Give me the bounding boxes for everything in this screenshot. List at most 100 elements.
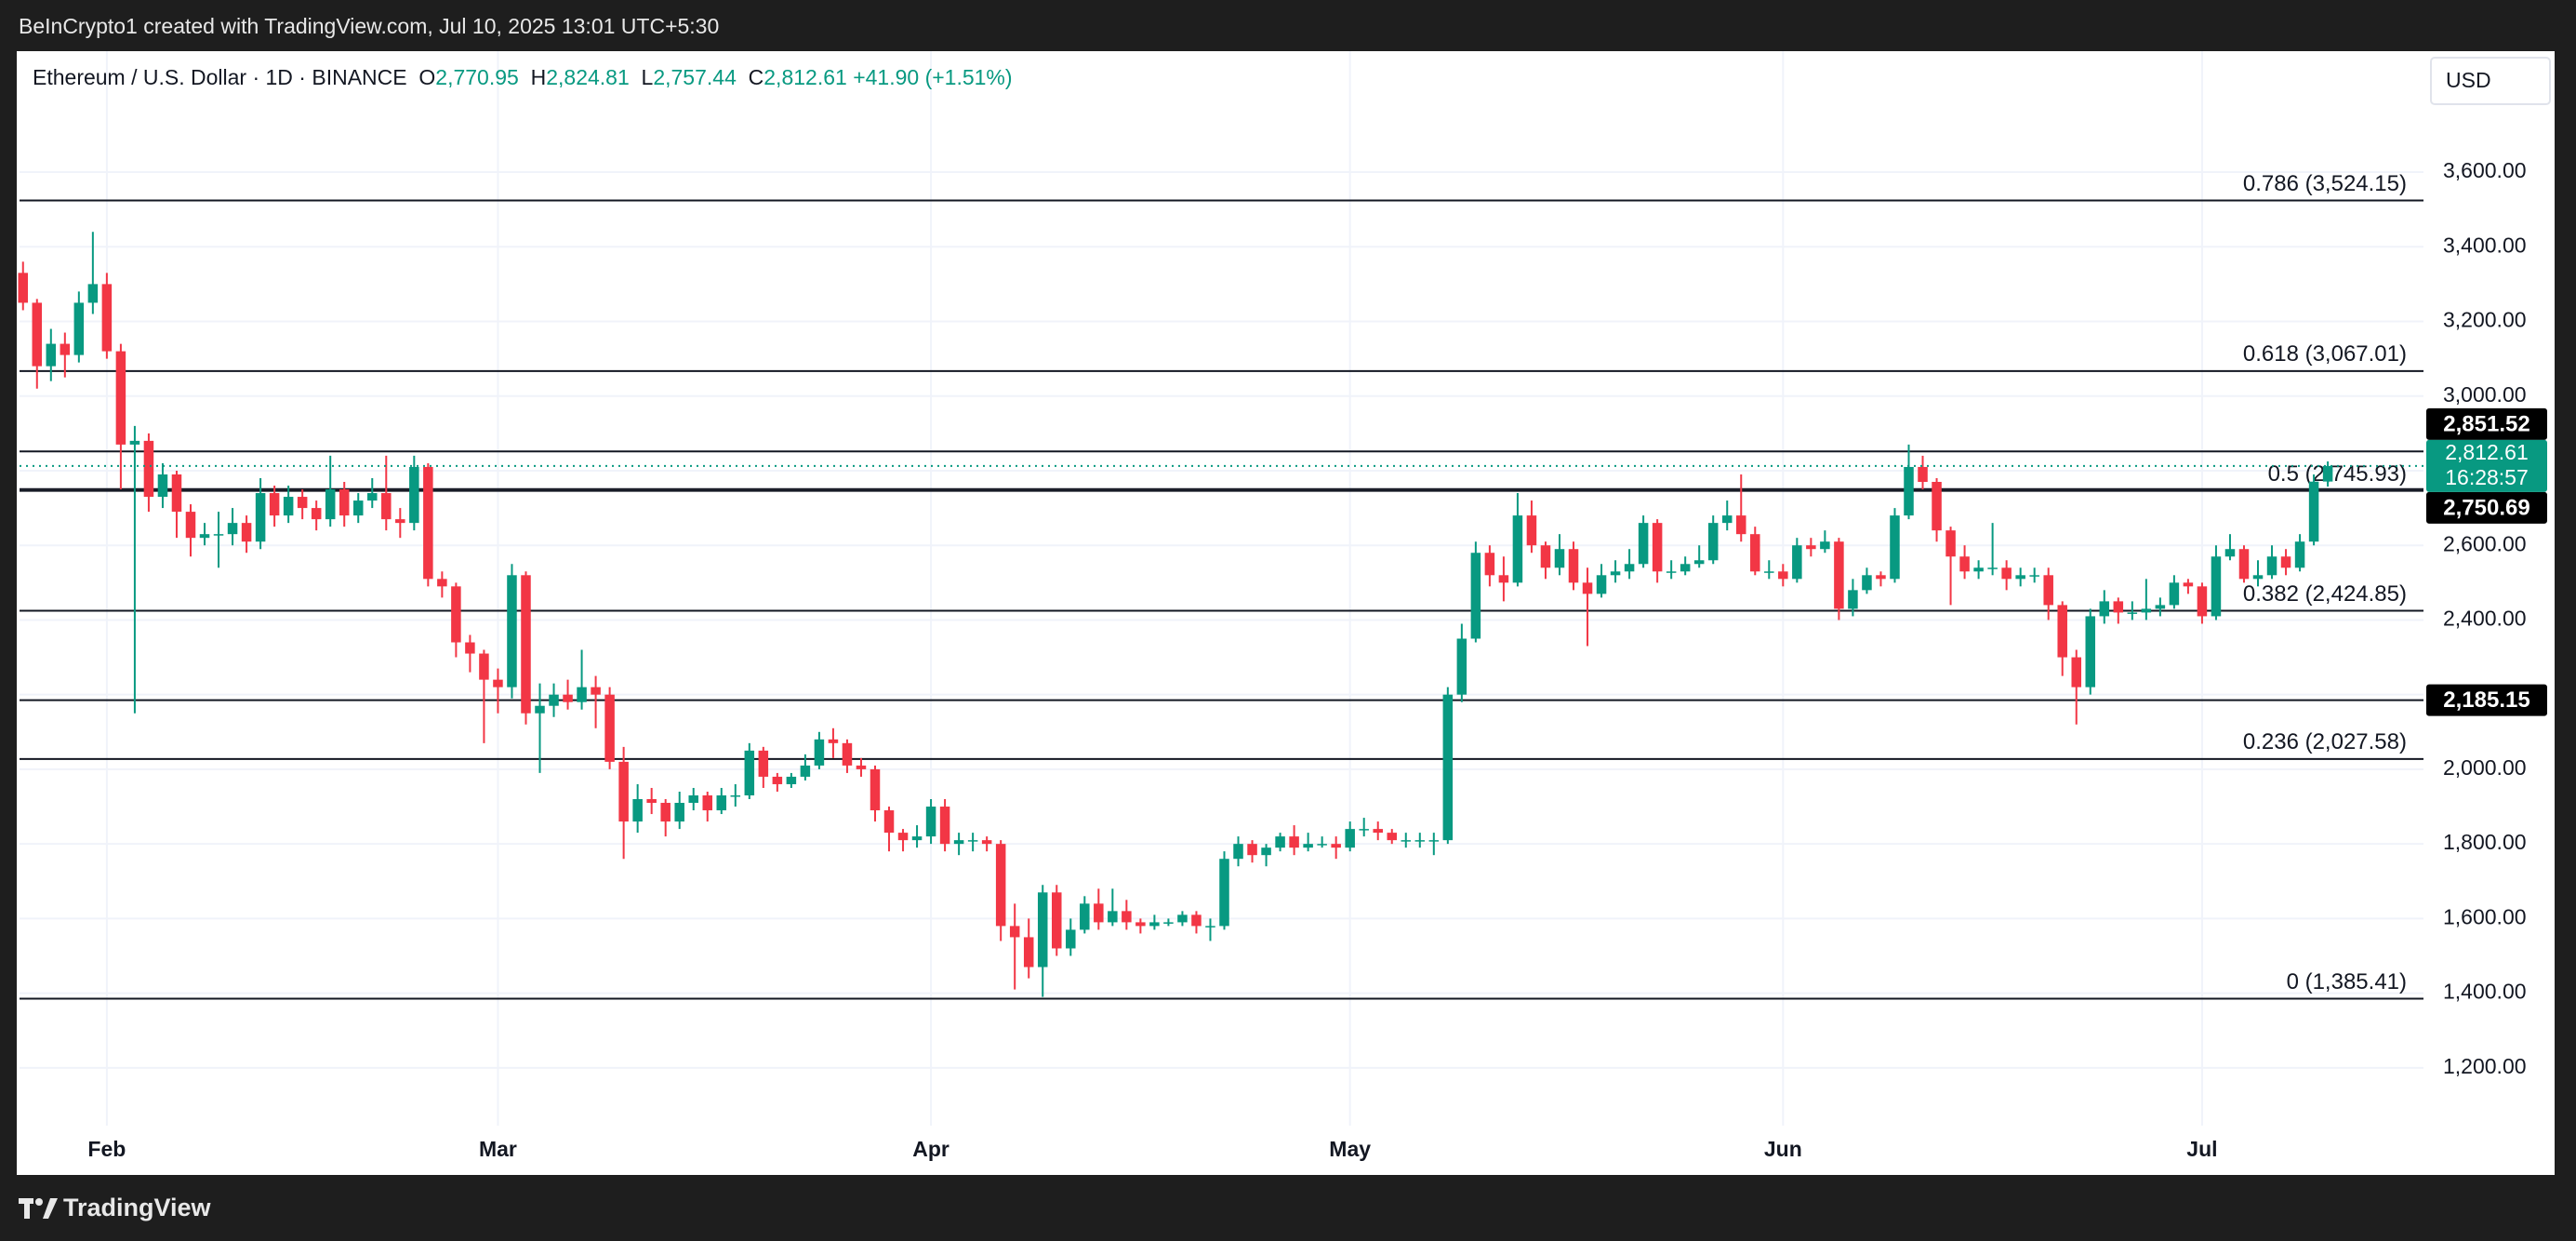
candle-body (1624, 564, 1635, 572)
candle-body (1721, 515, 1733, 524)
y-tick-label: 3,600.00 (2443, 158, 2527, 182)
candle-body (702, 794, 713, 811)
candle-body (185, 512, 196, 539)
candle-body (856, 765, 867, 769)
legend-value: 2,824.81 (546, 65, 630, 89)
x-tick-label: Jul (2186, 1137, 2217, 1161)
candle-body (255, 493, 266, 542)
candle-body (2071, 657, 2082, 687)
candle-body (2127, 612, 2138, 614)
candle-body (2252, 575, 2264, 580)
candle-body (1359, 829, 1369, 831)
candle-body (1442, 694, 1454, 841)
candle-body (1596, 575, 1607, 594)
candle-body (2029, 575, 2039, 577)
candle-body (1750, 534, 1760, 572)
candle-body (939, 807, 950, 845)
candle-body (1498, 575, 1509, 583)
candle-body (1303, 844, 1313, 848)
candle-body (213, 534, 224, 536)
candle-body (828, 739, 839, 743)
last-price-box (2426, 439, 2547, 492)
candle-body (730, 794, 741, 797)
candle-body (2238, 549, 2250, 580)
price-line-box (2426, 684, 2547, 716)
candle-body (297, 497, 308, 509)
candle-body (1890, 515, 1900, 580)
candle-body (842, 742, 853, 766)
candle-body (465, 642, 475, 654)
candle-body (2001, 567, 2012, 580)
candle-body (1834, 541, 1844, 609)
fib-label: 0.618 (3,067.01) (2243, 341, 2407, 367)
candle-body (646, 799, 657, 804)
candle-body (521, 575, 531, 714)
currency-box[interactable] (2430, 57, 2551, 105)
candle-body (1233, 844, 1243, 860)
candle-body (953, 840, 964, 845)
candle-body (1904, 466, 1914, 516)
x-tick-label: Feb (87, 1137, 126, 1161)
candle-body (2197, 586, 2208, 617)
candle-body (1080, 903, 1090, 930)
candle-body (1693, 560, 1705, 565)
candle-body (911, 836, 923, 841)
candle-body (171, 474, 182, 513)
candle-body (1052, 892, 1062, 949)
candle-body (2169, 582, 2180, 606)
candle-body (1163, 922, 1174, 924)
candle-body (1289, 836, 1299, 848)
candle-body (2113, 601, 2124, 613)
x-tick-label: Jun (1764, 1137, 1802, 1161)
candle-body (1037, 892, 1048, 967)
candle-body (101, 284, 113, 352)
candle-body (577, 687, 587, 702)
candle-body (870, 768, 881, 811)
y-tick-label: 1,600.00 (2443, 904, 2527, 928)
candle-body (129, 440, 140, 445)
candle-body (60, 343, 71, 355)
candle-body (437, 579, 447, 587)
candle-body (814, 739, 825, 766)
legend: Ethereum / U.S. Dollar · 1D · BINANCE O2… (33, 65, 1013, 90)
candle-body (1247, 844, 1257, 856)
candle-body (395, 519, 405, 524)
candle-body (1973, 567, 1984, 572)
candle-body (1540, 545, 1551, 568)
candle-body (981, 840, 992, 845)
candle-body (1066, 929, 1076, 949)
candle-body (1261, 847, 1271, 856)
candle-body (143, 440, 154, 498)
candle-body (716, 794, 727, 811)
candle-body (1792, 545, 1802, 580)
candle-body (311, 508, 322, 520)
legend-key: C (748, 65, 764, 89)
candle-body (73, 302, 85, 355)
candle-body (1568, 549, 1579, 583)
candle-body (1778, 571, 1788, 580)
candle-body (1177, 914, 1188, 923)
candle-body (1820, 541, 1830, 550)
candle-body (283, 497, 294, 516)
price-line-label: 2,185.15 (2443, 687, 2530, 713)
candle-body (1945, 530, 1956, 557)
x-tick-label: Mar (479, 1137, 517, 1161)
candle-body (674, 803, 684, 822)
top-bar (0, 0, 2576, 51)
candle-body (1009, 926, 1020, 938)
currency: USD (2446, 68, 2491, 92)
candle-body (744, 750, 755, 795)
candle-body (32, 302, 43, 367)
candle-body (1331, 844, 1341, 848)
symbol: Ethereum / U.S. Dollar · 1D · BINANCE (33, 65, 407, 89)
candle-body (1135, 922, 1146, 927)
chart-panel (17, 51, 2555, 1175)
candle-body (18, 273, 29, 303)
y-tick-label: 2,000.00 (2443, 755, 2527, 780)
candle-body (2294, 541, 2305, 568)
y-tick-label: 1,800.00 (2443, 830, 2527, 854)
candle-body (2155, 605, 2166, 609)
price-line-label: 2,750.69 (2443, 495, 2530, 520)
